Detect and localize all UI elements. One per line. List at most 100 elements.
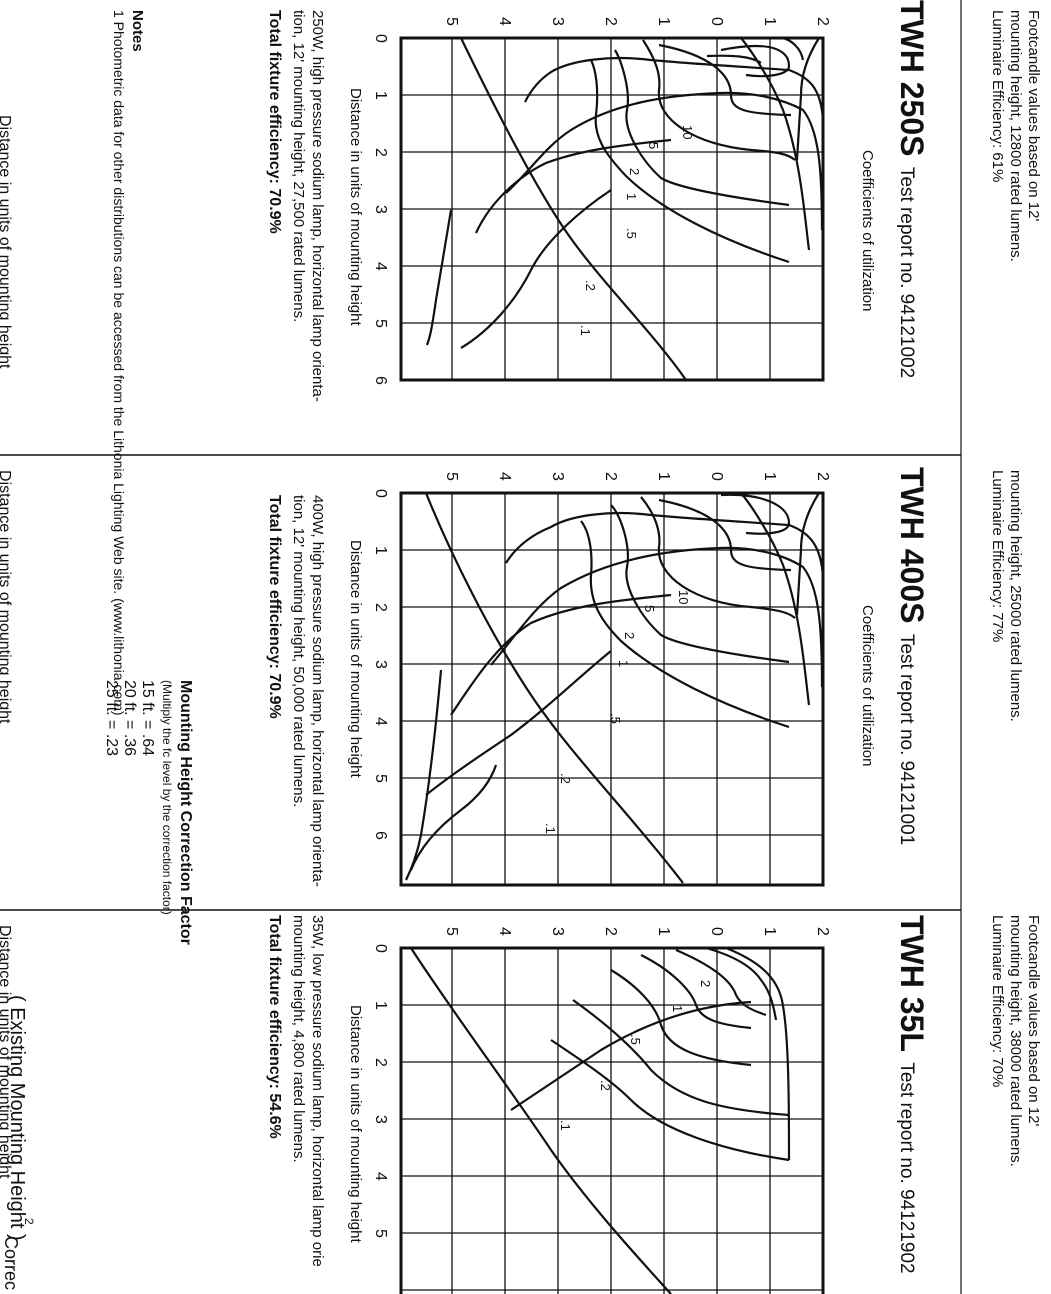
svg-text:10: 10 — [676, 590, 691, 604]
svg-text:.5: .5 — [628, 1034, 643, 1045]
svg-text:5: 5 — [443, 17, 460, 26]
svg-text:1: 1 — [655, 17, 672, 26]
svg-text:.1: .1 — [543, 823, 558, 834]
grid — [400, 947, 824, 1294]
model-title: TWH 35L Test report no. 94121902 — [894, 915, 930, 1274]
svg-text:0: 0 — [708, 17, 725, 26]
isofootcandle-curves — [405, 492, 825, 884]
panel-twh250s: Footcandle values based on 12' mounting … — [0, 0, 1042, 716]
svg-text:3: 3 — [549, 927, 566, 936]
header-line-3: Luminaire Efficiency: 70% — [989, 915, 1006, 1087]
formula-fragment: ( Existing Mounting Height ) 2 Correc — [1, 995, 36, 1290]
svg-text:.5: .5 — [608, 713, 623, 724]
svg-text:2: 2 — [372, 603, 389, 612]
svg-text:2: 2 — [627, 168, 642, 175]
correction-factor-block: Mounting Height Correction Factor (Multi… — [103, 680, 194, 945]
svg-text:1: 1 — [655, 927, 672, 936]
header-line-1: Footcandle values based on 12' — [1025, 915, 1042, 1126]
panel-twh400s: mounting height, 25000 rated lumens. Lum… — [0, 467, 1024, 887]
svg-text:1: 1 — [761, 927, 778, 936]
svg-text:1: 1 — [372, 546, 389, 555]
x-ticks: 0 1 2 3 4 5 6 — [372, 34, 389, 385]
svg-text:2: 2 — [602, 472, 619, 481]
y-ticks: 2 1 0 1 2 3 4 5 — [443, 927, 831, 936]
x-ticks: 0 1 2 3 4 5 — [372, 944, 389, 1238]
efficiency: Total fixture efficiency: 70.9% — [266, 495, 283, 719]
svg-text:2: 2 — [814, 927, 831, 936]
notes-line: 1 Photometric data for other distributio… — [111, 10, 127, 716]
svg-text:3: 3 — [549, 472, 566, 481]
chart-frame — [399, 36, 825, 382]
svg-text:.1: .1 — [578, 325, 593, 336]
y-ticks: 2 1 0 1 2 3 4 5 — [443, 17, 831, 26]
svg-text:2: 2 — [602, 927, 619, 936]
description-line-2: tion, 12' mounting height, 27,500 rated … — [290, 10, 307, 322]
svg-text:.1: .1 — [558, 1120, 573, 1131]
panel-twh35l: Footcandle values based on 12' mounting … — [0, 915, 1042, 1294]
svg-text:1: 1 — [761, 472, 778, 481]
svg-text:2: 2 — [814, 17, 831, 26]
header-line-3: Luminaire Efficiency: 61% — [989, 10, 1006, 182]
subtitle: Coefficients of utilization — [859, 605, 876, 766]
header-line-2: mounting height, 12800 rated lumens. — [1007, 10, 1024, 262]
curve-labels: 2 1 .5 .2 .1 — [558, 980, 713, 1131]
svg-text:1: 1 — [372, 91, 389, 100]
description-line-1: 250W, high pressure sodium lamp, horizon… — [309, 10, 326, 402]
svg-text:5: 5 — [646, 142, 661, 149]
model-title: TWH 400S Test report no. 94121001 — [894, 467, 930, 845]
svg-text:2: 2 — [372, 1058, 389, 1067]
y-ticks: 2 1 0 1 2 3 4 5 — [443, 472, 831, 481]
svg-text:2: 2 — [22, 1218, 36, 1225]
header-line-1: Footcandle values based on 12' — [1025, 10, 1042, 221]
svg-text:0: 0 — [708, 927, 725, 936]
svg-text:0: 0 — [372, 489, 389, 498]
svg-text:2: 2 — [814, 472, 831, 481]
subtitle: Coefficients of utilization — [859, 150, 876, 311]
svg-text:5: 5 — [372, 1229, 389, 1238]
correction-row: 25 ft. = .23 — [103, 680, 120, 756]
svg-text:4: 4 — [372, 262, 389, 271]
header-line-2: mounting height, 38000 rated lumens. — [1007, 915, 1024, 1167]
svg-text:0: 0 — [708, 472, 725, 481]
isofootcandle-curves — [410, 946, 791, 1294]
grid — [400, 492, 824, 886]
curve-labels: 10 5 2 1 .5 .2 .1 — [543, 590, 691, 834]
svg-text:2: 2 — [622, 632, 637, 639]
y-axis-title: Distance in units of mounting height — [347, 540, 364, 778]
svg-text:1: 1 — [655, 472, 672, 481]
svg-text:5: 5 — [372, 319, 389, 328]
svg-text:1: 1 — [670, 1005, 685, 1012]
svg-text:1: 1 — [372, 1001, 389, 1010]
top-axis-label: Distance in units of mounting height — [0, 115, 13, 369]
y-axis-title: Distance in units of mounting height — [347, 88, 364, 326]
description-line-2: tion, 12' mounting height, 50,000 rated … — [290, 495, 307, 807]
svg-text:( Existing Mounting Height ): ( Existing Mounting Height ) — [6, 995, 28, 1241]
isofootcandle-curves — [425, 36, 825, 381]
svg-text:4: 4 — [496, 927, 513, 936]
top-axis-label: Distance in units of mounting height — [0, 470, 13, 724]
svg-text:4: 4 — [372, 717, 389, 726]
svg-text:3: 3 — [372, 205, 389, 214]
svg-text:4: 4 — [496, 472, 513, 481]
svg-text:2: 2 — [602, 17, 619, 26]
chart-frame — [399, 946, 825, 1294]
svg-text:.5: .5 — [624, 228, 639, 239]
svg-text:.2: .2 — [558, 773, 573, 784]
correction-title: Mounting Height Correction Factor — [177, 680, 194, 945]
efficiency: Total fixture efficiency: 54.6% — [266, 915, 283, 1139]
y-axis-title: Distance in units of mounting height — [347, 1005, 364, 1243]
efficiency: Total fixture efficiency: 70.9% — [266, 10, 283, 234]
svg-text:.2: .2 — [583, 280, 598, 291]
svg-text:0: 0 — [372, 944, 389, 953]
svg-text:3: 3 — [372, 660, 389, 669]
correction-subtitle: (Multiply the fc level by the correction… — [160, 680, 174, 915]
header-line-1: mounting height, 25000 rated lumens. — [1007, 470, 1024, 722]
header-line-2: Luminaire Efficiency: 77% — [989, 470, 1006, 642]
model-title: TWH 250S Test report no. 94121002 — [894, 0, 930, 378]
svg-text:5: 5 — [443, 927, 460, 936]
svg-text:.2: .2 — [598, 1080, 613, 1091]
svg-text:10: 10 — [680, 125, 695, 139]
svg-text:6: 6 — [372, 376, 389, 385]
curve-labels: 10 5 2 1 .5 .2 .1 — [578, 125, 695, 336]
